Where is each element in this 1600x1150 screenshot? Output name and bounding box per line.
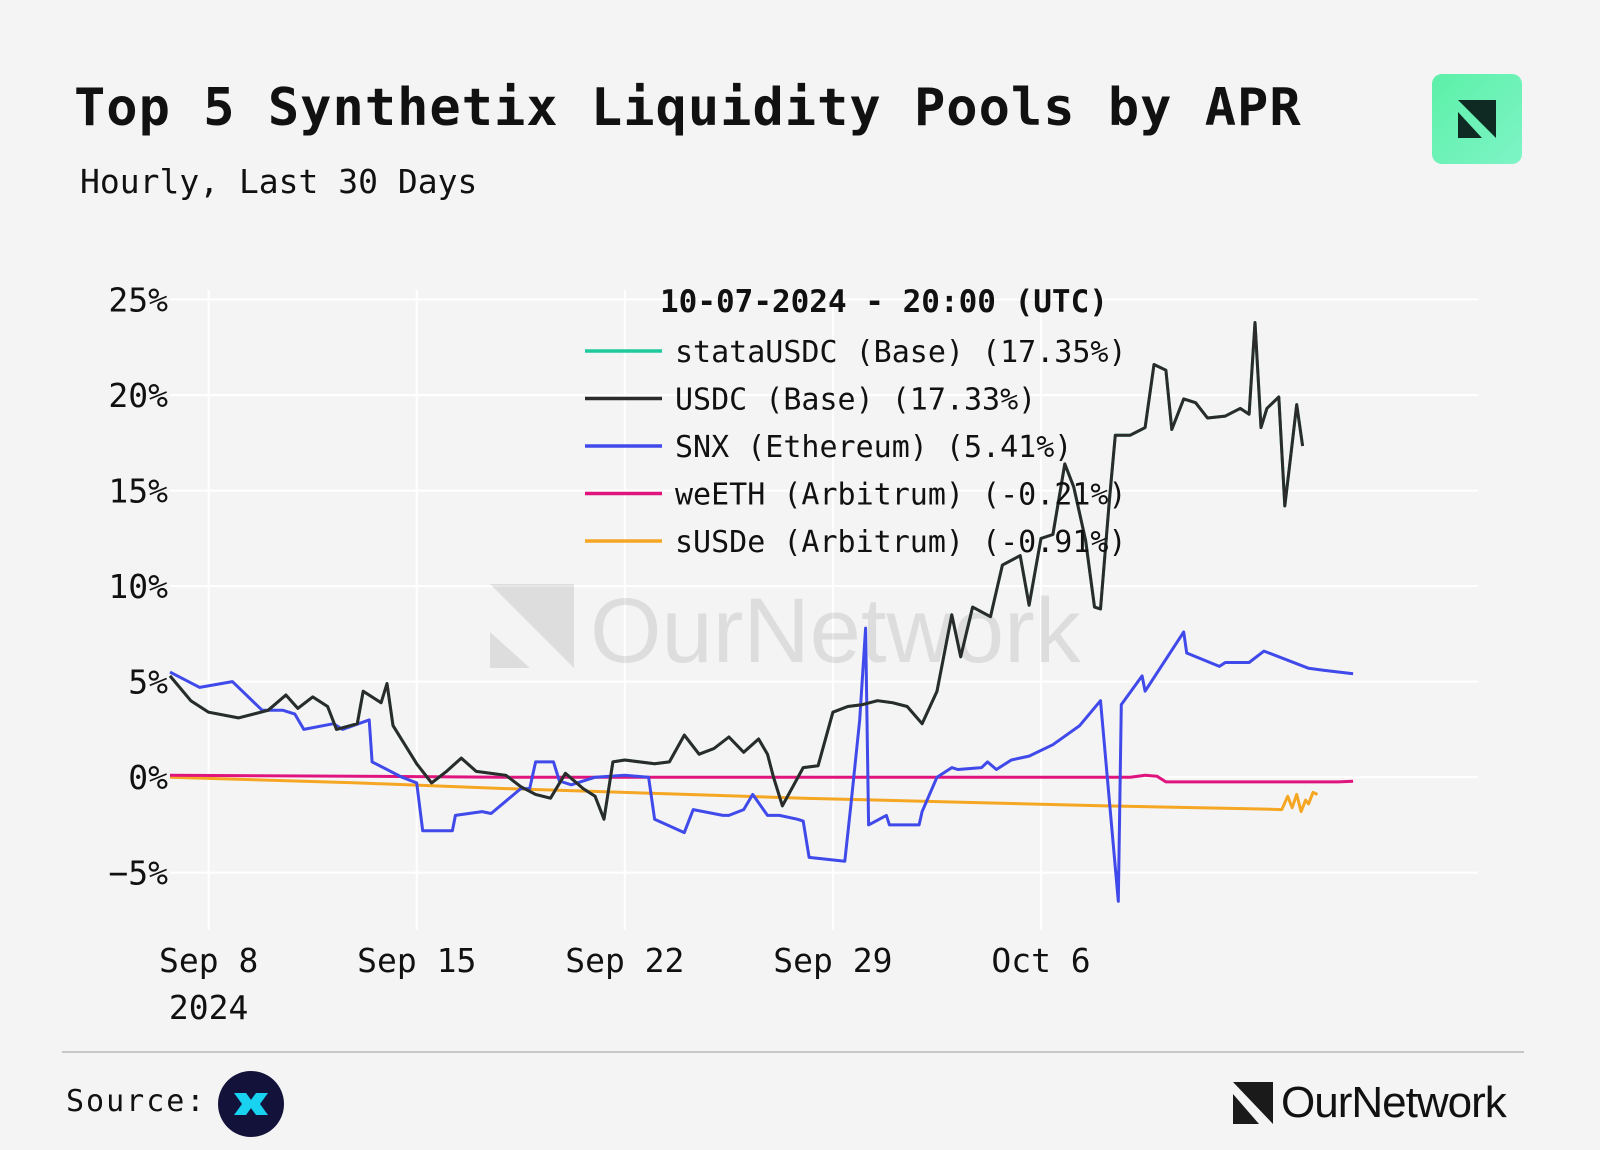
legend-title: 10-07-2024 - 20:00 (UTC) (660, 284, 1108, 320)
brand-logo-badge (1432, 74, 1522, 164)
y-tick-label: 25% (108, 281, 168, 320)
y-tick-label: 0% (128, 758, 168, 797)
y-tick-label: 5% (128, 663, 168, 702)
x-tick-label: Sep 15 (357, 941, 476, 980)
legend-entry: weETH (Arbitrum) (-0.21%) (675, 478, 1127, 513)
line-chart: OurNetwork −5% 0% 5% 10% 15% 20% 25% Sep 8 2024 Se… (108, 281, 1478, 1027)
watermark-logo-icon (490, 584, 574, 668)
source-label: Source: (66, 1084, 207, 1119)
legend-entry: SNX (Ethereum) (5.41%) (675, 430, 1072, 465)
legend-entry: sUSDe (Arbitrum) (-0.91%) (675, 525, 1127, 560)
chart-title: Top 5 Synthetix Liquidity Pools by APR (74, 78, 1302, 138)
series-line (169, 775, 1319, 814)
y-tick-label: 20% (108, 376, 168, 415)
watermark-logo-icon (490, 632, 530, 668)
y-tick-label: 10% (108, 567, 168, 606)
synthetix-logo (218, 1071, 284, 1137)
x-tick-label: Sep 8 (159, 941, 258, 980)
footer-divider (62, 1051, 1524, 1053)
y-tick-label: −5% (108, 854, 168, 893)
synthetix-logo-icon (234, 1093, 268, 1115)
y-tick-label: 15% (108, 472, 168, 511)
legend: 10-07-2024 - 20:00 (UTC) stataUSDC (Base)… (585, 284, 1127, 560)
series-line (169, 773, 1354, 784)
series-line (168, 321, 1305, 821)
brand-logo-icon (1458, 100, 1496, 138)
series-line (169, 626, 1354, 903)
watermark-text: OurNetwork (590, 580, 1082, 682)
chart-subtitle: Hourly, Last 30 Days (80, 162, 478, 201)
legend-entry: stataUSDC (Base) (17.35%) (675, 335, 1127, 370)
x-tick-label: Oct 6 (991, 941, 1090, 980)
ournetwork-logo-icon (1233, 1082, 1273, 1124)
x-tick-label: Sep 29 (773, 941, 892, 980)
watermark: OurNetwork (490, 580, 1082, 682)
footer-brand-name: OurNetwork (1281, 1078, 1507, 1127)
legend-entry: USDC (Base) (17.33%) (675, 383, 1036, 418)
footer-brand: OurNetwork (1233, 1078, 1507, 1127)
x-tick-label: Sep 22 (565, 941, 684, 980)
x-tick-sublabel: 2024 (169, 988, 248, 1027)
